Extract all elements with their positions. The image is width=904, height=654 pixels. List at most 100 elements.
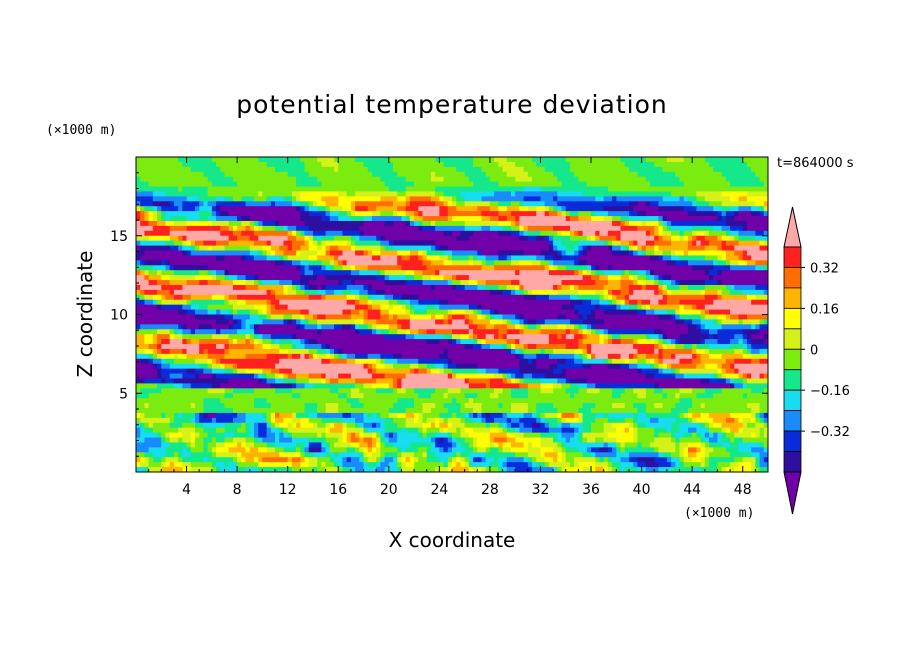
- contour-cell: [308, 457, 318, 463]
- contour-cell: [304, 235, 310, 242]
- contour-cell: [216, 206, 221, 212]
- contour-cell: [746, 383, 768, 389]
- contour-cell: [683, 181, 731, 188]
- contour-cell: [338, 452, 360, 458]
- contour-cell: [334, 452, 339, 458]
- contour-cell: [654, 235, 660, 242]
- contour-cell: [308, 319, 318, 325]
- contour-cell: [338, 211, 348, 217]
- contour-cell: [645, 467, 660, 472]
- contour-cell: [258, 250, 263, 257]
- contour-cell: [207, 176, 234, 183]
- contour-cell: [426, 447, 432, 453]
- contour-cell: [279, 348, 289, 355]
- contour-cell: [296, 230, 301, 237]
- contour-cell: [376, 437, 381, 444]
- contour-cell: [645, 280, 655, 286]
- contour-cell: [367, 363, 373, 370]
- contour-cell: [266, 289, 272, 296]
- contour-cell: [607, 447, 613, 453]
- contour-cell: [498, 206, 508, 212]
- contour-cell: [262, 457, 289, 463]
- contour-cell: [717, 432, 723, 439]
- contour-cell: [532, 176, 558, 183]
- contour-cell: [384, 432, 390, 439]
- contour-cell: [612, 216, 622, 222]
- contour-cell: [591, 211, 596, 217]
- contour-cell: [633, 388, 647, 394]
- contour-cell: [355, 201, 394, 207]
- contour-cell: [317, 432, 322, 439]
- contour-cell: [523, 373, 533, 380]
- contour-cell: [582, 363, 592, 370]
- contour-cell: [734, 334, 744, 340]
- contour-cell: [515, 176, 533, 183]
- contour-cell: [477, 309, 483, 316]
- contour-cell: [553, 457, 558, 463]
- contour-cell: [249, 235, 259, 242]
- contour-cell: [169, 265, 175, 271]
- contour-cell: [717, 467, 723, 472]
- contour-cell: [144, 457, 150, 463]
- contour-cell: [409, 304, 415, 311]
- contour-cell: [755, 432, 761, 439]
- contour-cell: [207, 412, 217, 419]
- contour-cell: [136, 398, 205, 404]
- contour-cell: [468, 176, 491, 183]
- contour-cell: [140, 245, 171, 252]
- contour-cell: [186, 196, 200, 202]
- contour-cell: [409, 309, 415, 316]
- contour-cell: [249, 225, 255, 232]
- contour-cell: [569, 166, 630, 173]
- contour-cell: [591, 324, 596, 330]
- contour-cell: [553, 368, 563, 375]
- contour-cell: [485, 467, 499, 472]
- contour-cell: [397, 437, 432, 444]
- contour-cell: [595, 211, 609, 217]
- contour-cell: [325, 437, 339, 444]
- contour-cell: [763, 334, 768, 340]
- contour-cell: [675, 280, 681, 286]
- contour-cell: [628, 363, 638, 370]
- contour-cell: [380, 422, 386, 429]
- contour-cell: [730, 363, 735, 370]
- contour-cell: [169, 417, 175, 424]
- contour-cell: [658, 334, 664, 340]
- contour-cell: [616, 304, 622, 311]
- contour-cell: [654, 245, 660, 252]
- contour-cell: [249, 245, 263, 252]
- contour-cell: [658, 462, 672, 468]
- contour-cell: [279, 432, 285, 439]
- contour-cell: [190, 452, 213, 458]
- contour-cell: [350, 289, 360, 296]
- contour-cell: [443, 437, 449, 444]
- contour-cell: [220, 383, 272, 389]
- contour-cell: [759, 412, 765, 419]
- contour-cell: [186, 368, 196, 375]
- contour-cell: [363, 467, 377, 472]
- contour-cell: [253, 324, 259, 330]
- contour-cell: [515, 220, 521, 227]
- contour-cell: [591, 353, 596, 360]
- contour-cell: [624, 161, 655, 168]
- contour-cell: [397, 171, 432, 178]
- contour-cell: [224, 422, 242, 429]
- contour-cell: [376, 319, 398, 325]
- contour-cell: [759, 245, 768, 252]
- contour-cell: [645, 245, 655, 252]
- contour-cell: [498, 284, 508, 291]
- contour-cell: [489, 309, 495, 316]
- contour-cell: [380, 457, 386, 463]
- contour-cell: [161, 206, 179, 212]
- contour-cell: [654, 344, 660, 350]
- contour-cell: [700, 339, 706, 345]
- contour-cell: [190, 462, 213, 468]
- contour-cell: [224, 363, 234, 370]
- contour-cell: [317, 157, 335, 163]
- contour-cell: [317, 408, 327, 414]
- contour-cell: [473, 408, 483, 414]
- contour-cell: [763, 230, 768, 237]
- contour-cell: [232, 324, 242, 330]
- contour-cell: [291, 319, 297, 325]
- contour-cell: [612, 457, 622, 463]
